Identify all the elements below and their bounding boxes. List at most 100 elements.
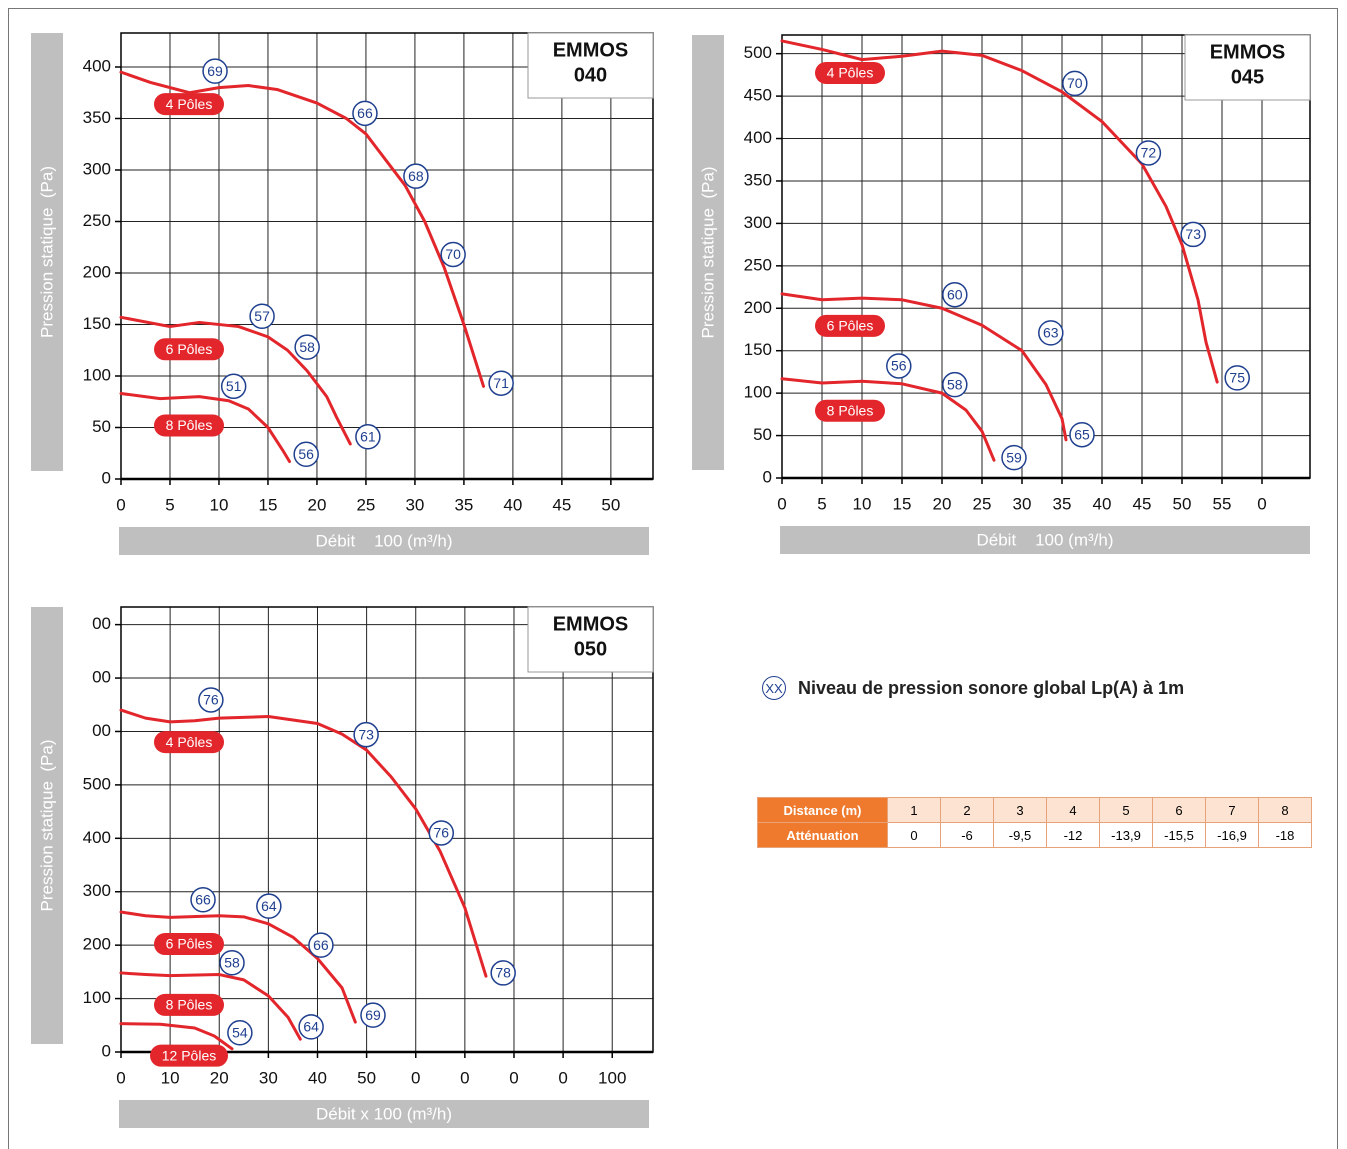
table-cell: 2: [940, 797, 994, 823]
pole-label-bg: [154, 338, 224, 361]
sound-level-marker: [198, 687, 224, 713]
curve: [780, 292, 1068, 442]
sound-level-marker: [1180, 221, 1206, 248]
x-tick-label: 15: [893, 494, 912, 513]
y-axis-label: Pression statique (Pa): [37, 166, 56, 338]
sound-level-label: 69: [365, 1007, 381, 1023]
table-cell: 4: [1046, 797, 1100, 823]
y-tick-label: 100: [744, 383, 772, 402]
x-tick-label: 5: [817, 494, 826, 513]
sound-level-label: 70: [1067, 75, 1083, 91]
x-tick-label: 10: [161, 1068, 180, 1087]
y-tick-label: 00: [92, 668, 111, 687]
x-axis-label: Débit x 100 (m³/h): [316, 1104, 452, 1123]
y-tick-label: 0: [102, 468, 111, 487]
x-tick-label: 30: [259, 1068, 278, 1087]
x-tick-label: 10: [853, 494, 872, 513]
y-tick-label: 200: [83, 935, 111, 954]
title-box: [527, 32, 654, 99]
sound-level-marker: [403, 163, 429, 189]
table-cell: 1: [887, 797, 941, 823]
sound-level-marker: [219, 950, 245, 976]
pole-label-bg: [815, 399, 885, 422]
sound-level-label: 65: [1074, 426, 1090, 442]
x-label-bar: [119, 1100, 649, 1128]
pole-label-bg: [154, 731, 224, 754]
y-tick-label: 0: [763, 467, 772, 486]
legend-note: XX Niveau de pression sonore global Lp(A…: [762, 676, 1184, 700]
x-tick-label: 0: [1257, 494, 1266, 513]
sound-level-marker: [298, 1014, 324, 1040]
sound-level-label: 60: [947, 286, 963, 302]
chart-title: EMMOS: [553, 613, 629, 635]
sound-level-marker: [249, 303, 275, 330]
sound-level-marker: [360, 1002, 386, 1028]
y-label-bar: [692, 35, 724, 470]
sound-level-marker: [308, 932, 334, 958]
y-tick-label: 200: [83, 262, 111, 281]
frame: [8, 8, 1338, 1149]
sound-level-marker: [1062, 70, 1088, 97]
x-tick-label: 40: [1093, 494, 1112, 513]
chart-title: EMMOS: [553, 39, 629, 61]
y-tick-label: 400: [744, 128, 772, 147]
x-tick-label: 0: [509, 1068, 518, 1087]
x-tick-label: 20: [307, 495, 326, 514]
pole-label: 4 Pôles: [827, 65, 874, 81]
sound-level-label: 69: [207, 63, 223, 79]
y-tick-label: 100: [83, 365, 111, 384]
y-tick-label: 100: [83, 988, 111, 1007]
sound-level-label: 59: [1006, 449, 1022, 465]
x-tick-label: 40: [503, 495, 522, 514]
sound-level-label: 56: [298, 446, 314, 462]
curve: [119, 1022, 234, 1051]
sound-level-label: 51: [226, 378, 242, 394]
y-axis-label: Pression statique (Pa): [698, 167, 717, 339]
table-cell: -18: [1258, 822, 1312, 848]
sound-level-marker: [1001, 444, 1027, 471]
x-axis-label: Débit 100 (m³/h): [316, 531, 453, 550]
x-tick-label: 5: [165, 495, 174, 514]
x-tick-label: 20: [210, 1068, 229, 1087]
sound-level-label: 57: [254, 308, 270, 324]
x-tick-label: 50: [357, 1068, 376, 1087]
title-box: [527, 606, 654, 673]
curve: [119, 392, 292, 463]
chart-title: 045: [1231, 66, 1264, 88]
table-cell: -15,5: [1152, 822, 1206, 848]
chart-title: 040: [574, 64, 607, 86]
y-tick-label: 50: [753, 425, 772, 444]
pole-label: 6 Pôles: [166, 341, 213, 357]
y-tick-label: 250: [83, 211, 111, 230]
table-row: Distance (m) 1 2 3 4 5 6 7 8: [757, 797, 1312, 823]
x-tick-label: 30: [1013, 494, 1032, 513]
sound-level-label: 70: [445, 246, 461, 262]
curve: [119, 70, 486, 388]
curve: [119, 315, 352, 446]
sound-level-marker: [202, 58, 228, 84]
y-tick-label: 200: [744, 298, 772, 317]
y-tick-label: 50: [92, 417, 111, 436]
sound-level-marker: [488, 370, 514, 396]
sound-level-marker: [294, 334, 320, 360]
y-tick-label: 150: [744, 340, 772, 359]
x-tick-label: 0: [411, 1068, 420, 1087]
legend-symbol: XX: [762, 676, 786, 700]
y-tick-label: 0: [102, 1041, 111, 1060]
sound-level-marker: [942, 281, 968, 308]
y-tick-label: 400: [83, 56, 111, 75]
sound-level-marker: [1224, 365, 1250, 391]
x-tick-label: 0: [558, 1068, 567, 1087]
sound-level-marker: [256, 893, 282, 919]
y-label-bar: [31, 607, 63, 1044]
sound-level-marker: [490, 960, 516, 986]
y-tick-label: 450: [744, 86, 772, 105]
table-cell: 0: [887, 822, 941, 848]
sound-level-label: 71: [493, 375, 509, 391]
y-tick-label: 500: [744, 43, 772, 62]
y-tick-label: 00: [92, 721, 111, 740]
sound-level-label: 66: [357, 105, 373, 121]
y-tick-label: 00: [92, 614, 111, 633]
table-cell: -16,9: [1205, 822, 1259, 848]
sound-level-label: 73: [358, 726, 374, 742]
